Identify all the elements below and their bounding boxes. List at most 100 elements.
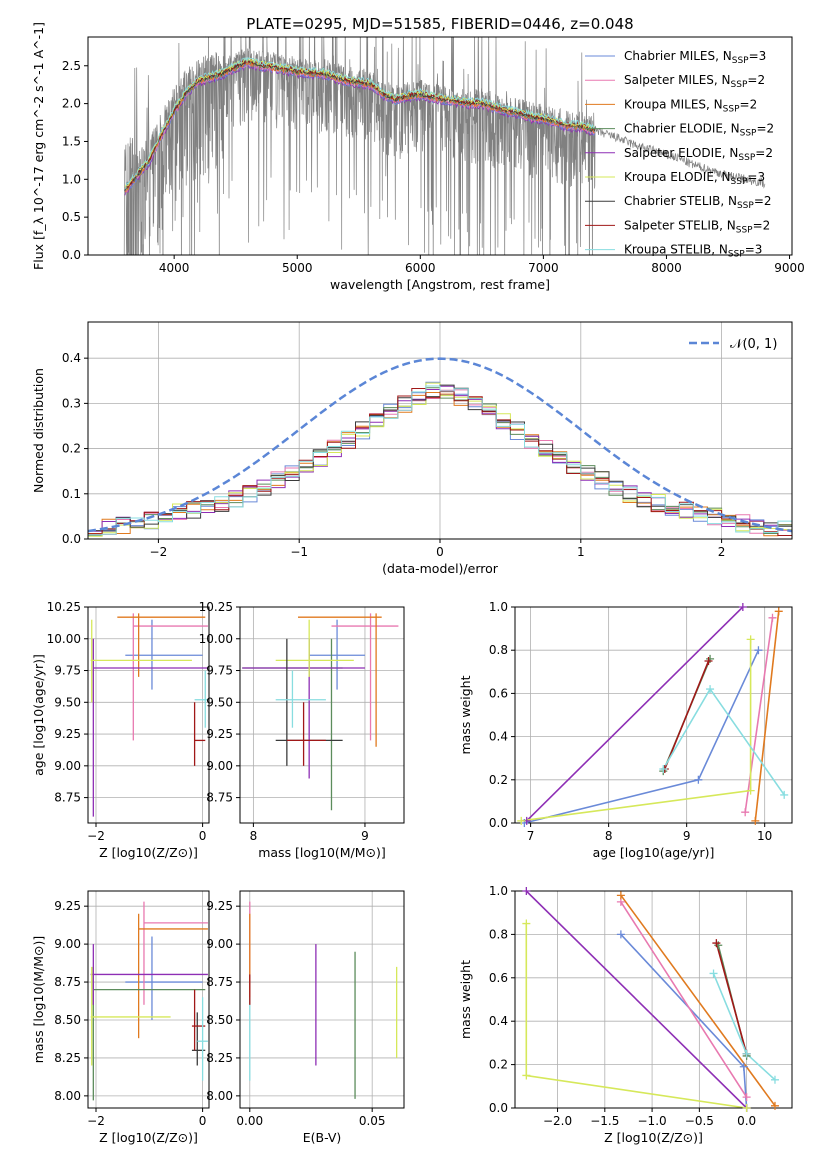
y-tick-label: 0.6: [489, 971, 508, 985]
weight-line-8: [662, 687, 785, 796]
x-tick-label: −1.0: [638, 1114, 667, 1128]
y-tick-label: 0.5: [62, 210, 81, 224]
plot-area: [525, 891, 776, 1108]
x-axis-label: wavelength [Angstrom, rest frame]: [330, 277, 550, 292]
weight-point-marker: [659, 765, 668, 773]
y-tick-label: 8.00: [206, 1089, 233, 1103]
y-tick-label: 0.2: [489, 1058, 508, 1072]
weight-point-marker: [522, 1071, 531, 1080]
y-tick-label: 0.0: [62, 248, 81, 262]
x-tick-label: 8: [605, 829, 613, 843]
y-tick-label: 0.6: [489, 686, 508, 700]
weight-line-2: [620, 894, 776, 1107]
y-tick-label: 1.0: [62, 172, 81, 186]
weight-point-marker: [616, 930, 625, 939]
weight-point-marker: [706, 685, 715, 694]
x-axis-label: Z [log10(Z/Z⊙)]: [604, 1130, 703, 1145]
y-tick-label: 0.4: [489, 1014, 508, 1028]
y-tick-label: 0.3: [62, 396, 81, 410]
y-tick-label: 8.25: [206, 1051, 233, 1065]
y-tick-label: 9.75: [206, 664, 233, 678]
weight-point-marker: [739, 1062, 748, 1071]
x-tick-label: 0: [199, 1114, 207, 1128]
y-tick-label: 1.5: [62, 134, 81, 148]
y-tick-label: 0.4: [62, 351, 81, 365]
weight-point-marker: [694, 775, 703, 784]
y-tick-label: 2.5: [62, 59, 81, 73]
weight-point-marker: [770, 1101, 779, 1110]
y-tick-label: 9.25: [54, 899, 81, 913]
legend-entry: Salpeter STELIB, NSSP=2: [624, 218, 770, 235]
weight-point-marker: [517, 816, 526, 825]
axes-frame: [514, 890, 793, 1109]
legend-entry: Chabrier STELIB, NSSP=2: [624, 194, 772, 211]
x-axis-label: E(B-V): [303, 1130, 342, 1145]
y-tick-label: 8.75: [206, 791, 233, 805]
weight-point-marker: [704, 657, 713, 665]
y-tick-label: 9.25: [206, 899, 233, 913]
weight-line-4: [525, 891, 748, 1108]
y-axis-label: Flux [f_λ 10^-17 erg cm^-2 s^-1 A^-1]: [31, 22, 46, 270]
spectrum-data-line: [123, 37, 766, 255]
x-tick-label: 9000: [774, 261, 805, 275]
axes-7: −2.0 −1.5 −1.0 −0.5 0.0 0.0 0.2 0.4 0.6 0.8 1.0 Z […: [458, 884, 793, 1145]
weight-point-marker: [770, 1075, 779, 1084]
x-axis-label: Z [log10(Z/Z⊙)]: [99, 1130, 198, 1145]
x-tick-label: 0.00: [236, 1114, 263, 1128]
x-tick-label: −2.0: [543, 1114, 572, 1128]
weight-point-marker: [751, 816, 760, 825]
x-tick-label: 9: [683, 829, 691, 843]
weight-point-marker: [774, 607, 783, 616]
weight-line-1: [620, 901, 748, 1098]
y-tick-label: 0.0: [489, 816, 508, 830]
y-tick-label: 1.0: [489, 600, 508, 614]
weight-point-marker: [768, 613, 777, 622]
plot-area: [242, 613, 399, 811]
y-tick-label: 0.2: [62, 442, 81, 456]
x-tick-label: −2: [87, 829, 105, 843]
plot-area: [90, 613, 208, 817]
weight-line-7: [715, 942, 748, 1055]
legend-entry: 𝒩(0, 1): [730, 337, 777, 352]
axes-frame: [87, 890, 210, 1109]
y-axis-label: age [log10(age/yr)]: [31, 654, 46, 776]
legend-entry: Chabrier ELODIE, NSSP=2: [624, 122, 774, 139]
legend-entry: Kroupa MILES, NSSP=2: [624, 97, 757, 114]
axes-2: −2 0 8.75 9.00 9.25 9.50 9.75 10.00 10.25 Z [log1…: [31, 600, 210, 860]
plot-area: [90, 901, 208, 1101]
y-tick-label: 9.75: [54, 664, 81, 678]
y-tick-label: 8.50: [54, 1013, 81, 1027]
y-tick-label: 0.1: [62, 487, 81, 501]
axes-6: 0.00 0.05 8.00 8.25 8.50 8.75 9.00 9.25 E(B-V): [206, 890, 405, 1145]
y-tick-label: 0.8: [489, 927, 508, 941]
x-tick-label: 0: [199, 829, 207, 843]
plot-area: [88, 357, 792, 537]
weight-point-marker: [746, 786, 755, 795]
model-line-4: [124, 62, 595, 196]
y-axis-label: mass weight: [458, 675, 473, 754]
axes-frame: [239, 890, 405, 1109]
y-tick-label: 8.75: [54, 975, 81, 989]
x-tick-label: 0.0: [737, 1114, 756, 1128]
plot-area: [249, 901, 398, 1099]
weight-point-marker: [616, 891, 625, 900]
weight-point-marker: [709, 969, 718, 978]
y-tick-label: 8.00: [54, 1089, 81, 1103]
x-tick-label: −2: [150, 545, 168, 559]
x-tick-label: 8: [250, 829, 258, 843]
y-tick-label: 9.50: [54, 695, 81, 709]
y-tick-label: 9.00: [206, 759, 233, 773]
weight-point-marker: [738, 603, 747, 611]
y-tick-label: 10.00: [47, 632, 81, 646]
y-tick-label: 8.75: [206, 975, 233, 989]
y-tick-label: 10.00: [199, 632, 233, 646]
axes-frame: [87, 606, 210, 824]
weight-point-marker: [522, 919, 531, 928]
weight-line-7: [664, 660, 710, 770]
x-tick-label: 6000: [405, 261, 436, 275]
x-tick-label: 7: [527, 829, 535, 843]
y-tick-label: 9.00: [54, 759, 81, 773]
x-axis-label: mass [log10(M/M⊙)]: [258, 845, 386, 860]
axes-0: 4000 5000 6000 7000 8000 9000 0.0 0.5 1.0 1.5 2.0 2…: [31, 22, 805, 292]
